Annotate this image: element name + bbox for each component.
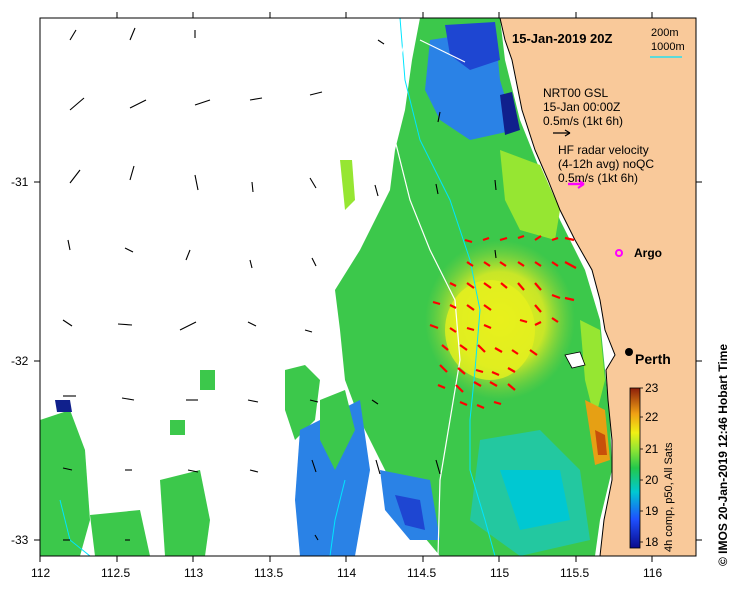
colorbar-tick: 19 <box>645 504 659 518</box>
colorbar-label: 4h comp, p50, All Sats <box>663 442 675 552</box>
x-tick-label: 113 <box>184 566 204 580</box>
map-frame <box>39 17 697 557</box>
x-tick-label: 113.5 <box>254 566 284 580</box>
x-tick-label: 112 <box>31 566 51 580</box>
wind-legend-line1: NRT00 GSL <box>543 86 609 100</box>
colorbar-tick: 23 <box>645 381 659 395</box>
colorbar-tick: 20 <box>645 473 659 487</box>
wind-arrows <box>62 27 497 541</box>
y-tick-label: -31 <box>11 175 29 189</box>
radar-legend-line2: (4-12h avg) noQC <box>558 157 655 171</box>
wind-legend-line2: 15-Jan 00:00Z <box>543 100 621 114</box>
radar-arrows <box>429 234 577 410</box>
land-mass <box>499 18 696 556</box>
argo-label: Argo <box>634 246 662 260</box>
x-tick-label: 116 <box>643 566 663 580</box>
perth-label: Perth <box>635 351 671 367</box>
colorbar-tick: 18 <box>645 535 659 549</box>
y-tick-label: -33 <box>11 533 29 547</box>
x-tick-label: 112.5 <box>101 566 131 580</box>
x-tick-label: 114 <box>337 566 357 580</box>
wind-legend-line3: 0.5m/s (1kt 6h) <box>543 114 624 128</box>
y-tick-label: -32 <box>11 354 29 368</box>
x-tick-label: 114.5 <box>407 566 437 580</box>
isobath-label-200: 200m <box>651 27 679 39</box>
radar-legend-line1: HF radar velocity <box>558 143 649 157</box>
perth-marker <box>625 348 633 356</box>
credit-text: © IMOS 20-Jan-2019 12:46 Hobart Time <box>716 343 730 566</box>
x-tick-label: 115.5 <box>560 566 590 580</box>
isobath-label-1000: 1000m <box>651 41 685 53</box>
x-tick-label: 115 <box>490 566 510 580</box>
date-title: 15-Jan-2019 20Z <box>512 31 613 46</box>
colorbar-tick: 22 <box>645 410 659 424</box>
isobath-lines <box>59 18 496 556</box>
radar-legend-line3: 0.5m/s (1kt 6h) <box>558 171 639 185</box>
argo-marker <box>615 249 623 257</box>
colorbar-tick: 21 <box>645 442 659 456</box>
colorbar <box>629 387 641 549</box>
axis-ticks <box>34 12 702 562</box>
